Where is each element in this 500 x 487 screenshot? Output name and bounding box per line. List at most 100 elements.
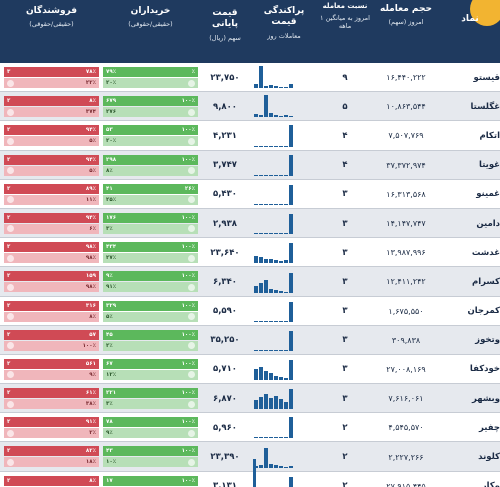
spark-bar [284,320,288,322]
spark-bar [259,203,263,205]
spark-bar [284,115,288,118]
price-value: ۵,۴۳۰ [213,189,237,200]
price-value: ۳,۱۳۱ [213,481,237,487]
spark-bar [279,145,283,147]
symbol-name[interactable]: چفیر [478,422,500,433]
header-price: قیمت پایانی سهم (ریال) [209,8,241,42]
symbol-name[interactable]: کسرام [471,276,500,287]
sellers-legal-bar: ۲٪ [4,428,99,439]
ratio-value: ۵ [342,101,348,112]
spark-bar [254,285,258,293]
ratio-value: ۳ [342,335,348,346]
table-row[interactable]: وتخوز ۳۰۹,۸۳۸ ۳ ۳۵,۲۵۰ ۴۵ ۱۰۰٪ ۲٪ ۲ ۵۷ ۱۰۰٪ [0,325,500,355]
symbol-name[interactable]: غدشت [471,247,500,258]
symbol-name[interactable]: غمینو [476,189,500,200]
symbol-name[interactable]: وکار [481,481,500,487]
table-row[interactable]: غدشت ۱۳,۹۸۷,۹۹۶ ۳ ۲۳,۶۴۰ ۴۳۴ ۱۰۰٪ ۲۷٪ ۲ ۹۸٪ ۹۸٪ [0,238,500,268]
spark-bar [274,464,278,468]
buyers-individual-bar: ۲۹۸ ۱۰۰٪ [103,154,198,165]
spark-bar [274,320,278,322]
spark-bar [264,447,268,468]
table-row[interactable]: اتکام ۷,۵۰۷,۷۶۹ ۴ ۴,۲۳۱ ۵۳ ۱۰۰٪ ۲۰٪ ۲ ۹۴٪ ۵٪ [0,121,500,151]
spark-bar [274,289,278,293]
table-row[interactable]: کسرام ۱۲,۴۱۱,۲۴۲ ۳ ۶,۳۴۰ ۹٪ ۱۰۰٪ ۹۱٪ ۲ ۱۵۹ ۹۸٪ [0,267,500,297]
spark-bar [259,66,263,89]
buyers-bars: ۴۵ ۱۰۰٪ ۲٪ [103,329,198,352]
buyers-bars: ۳۲۹ ۱۰۰٪ ۵٪ [103,300,198,323]
buyers-individual-bar: ۶۷ ۱۰۰٪ [103,358,198,369]
buyers-bars: ۴۳ ۱۰۰٪ ۱۰٪ [103,446,198,468]
person-icon [7,371,14,379]
sellers-individual-bar: ۲ ۸۹٪ [4,183,99,194]
spark-bar [254,233,258,235]
price-value: ۵,۷۱۰ [213,364,237,375]
table-row[interactable]: کمرجان ۱,۶۷۵,۵۵۰ ۳ ۵,۵۹۰ ۳۲۹ ۱۰۰٪ ۵٪ ۲ ۳۱۶ ۸٪ [0,296,500,326]
sellers-legal-bar: ۹۸٪ [4,282,99,293]
symbol-name[interactable]: کلوند [478,452,500,463]
spark-bar [279,377,283,381]
symbol-name[interactable]: وتخوز [475,335,500,346]
person-icon [188,108,195,116]
price-value: ۴,۲۳۱ [213,130,237,141]
table-row[interactable]: وبشهر ۷,۶۱۶,۰۶۱ ۳ ۶,۸۷۰ ۲۲۱ ۱۰۰٪ ۳٪ ۲ ۶۱٪ ۳۸٪ [0,384,500,414]
symbol-name[interactable]: قیستو [473,72,500,83]
row-divider [0,266,500,268]
table-row[interactable]: خودکفا ۲۷,۰۰۸,۱۶۹ ۳ ۵,۷۱۰ ۶۷ ۱۰۰٪ ۱۲٪ ۲ ۵۶۱ ۹٪ [0,354,500,385]
symbol-name[interactable]: دامین [476,218,500,229]
ratio-value: ۳ [342,276,348,287]
volume-value: ۳۰۹,۸۳۸ [391,335,421,345]
row-divider [0,295,500,297]
volume-value: ۷,۶۱۶,۰۶۱ [388,394,424,404]
volume-value: ۱۶,۳۱۳,۵۶۸ [386,189,426,199]
volume-value: ۱۶,۴۴۰,۲۲۲ [386,73,426,83]
table-row[interactable]: غویتا ۳۷,۳۷۲,۹۷۴ ۴ ۳,۷۴۷ ۲۹۸ ۱۰۰٪ ۸٪ ۲ ۹۴٪ ۵٪ [0,150,500,180]
price-spread-chart [250,297,318,326]
spark-bar [274,233,278,235]
header-buyers: خریداران (حقیقی/حقوقی) [128,6,173,29]
spark-bar [259,464,263,468]
table-row[interactable]: چفیر ۴,۵۴۵,۵۷۰ ۲ ۵,۹۶۰ ۷۸ ۱۰۰٪ ۹٪ ۲ ۹۱٪ ۲٪ [0,413,500,443]
spark-bar [269,145,273,147]
person-icon [7,225,14,233]
volume-value: ۱۳,۹۸۷,۹۹۶ [386,248,426,258]
person-icon [188,400,195,408]
person-icon [7,400,14,408]
table-row[interactable]: دامین ۱۴,۱۴۷,۷۴۷ ۳ ۲,۹۳۸ ۱۷۶ ۱۰۰٪ ۳٪ ۲ ۹۴٪ ۶٪ [0,208,500,239]
spark-bar [279,174,283,176]
spark-bar [274,437,278,439]
spark-bar [289,301,293,322]
table-row[interactable]: قیستو ۱۶,۴۴۰,۲۲۲ ۹ ۲۳,۷۵۰ ۷۹٪ ٪ ۲۰٪ ۳ ۷۸٪ ۲۲٪ [0,63,500,93]
table-header: نماد حجم معامله امروز (سهم) نسبت معامله ام… [0,0,500,63]
spark-bar [269,259,273,264]
spark-bar [259,115,263,118]
spark-bar [279,116,283,118]
symbol-name[interactable]: غگلستا [470,101,500,112]
symbol-name[interactable]: غویتا [479,160,500,171]
buyers-legal-bar: ۹۱٪ [103,282,198,293]
spark-bar [284,378,288,381]
symbol-name[interactable]: اتکام [479,130,500,141]
sellers-legal-bar: ۵٪ [4,136,99,147]
sellers-legal-bar: ۱۰۰٪ [4,340,99,351]
price-spread-chart [250,238,318,267]
symbol-name[interactable]: کمرجان [467,306,500,317]
spark-bar [269,398,273,410]
buyers-legal-bar: ۳٪ [103,223,198,234]
symbol-name[interactable]: وبشهر [471,393,500,404]
ratio-value: ۹ [342,72,348,83]
symbol-name[interactable]: خودکفا [469,364,500,375]
sellers-individual-bar: ۲ ۸۲٪ [4,446,99,457]
sellers-bars: ۲ ۹۱٪ ۲٪ [4,417,99,439]
price-value: ۲۳,۶۴۰ [210,247,240,258]
spark-bar [269,233,273,235]
table-row[interactable]: غگلستا ۱۰,۸۶۳,۵۴۴ ۵ ۹,۸۰۰ ۶۷۹ ۱۰۰٪ ۲۷۶ ۲ ۸٪ ۳۷۴ [0,92,500,122]
person-icon [188,371,195,379]
sellers-legal-bar: ۹٪ [4,369,99,380]
table-row[interactable]: غمینو ۱۶,۳۱۳,۵۶۸ ۳ ۵,۴۳۰ ۴۱ ۲۶٪ ۲۵٪ ۲ ۸۹٪ ۱۱٪ [0,179,500,209]
table-row[interactable]: کلوند ۲,۲۲۷,۲۶۶ ۲ ۲۳,۳۹۰ ۴۳ ۱۰۰٪ ۱۰٪ ۲ ۸۲٪ ۱۸٪ [0,442,500,472]
price-value: ۵,۹۶۰ [213,422,237,433]
sellers-individual-bar: ۲ ۳۱۶ [4,300,99,311]
